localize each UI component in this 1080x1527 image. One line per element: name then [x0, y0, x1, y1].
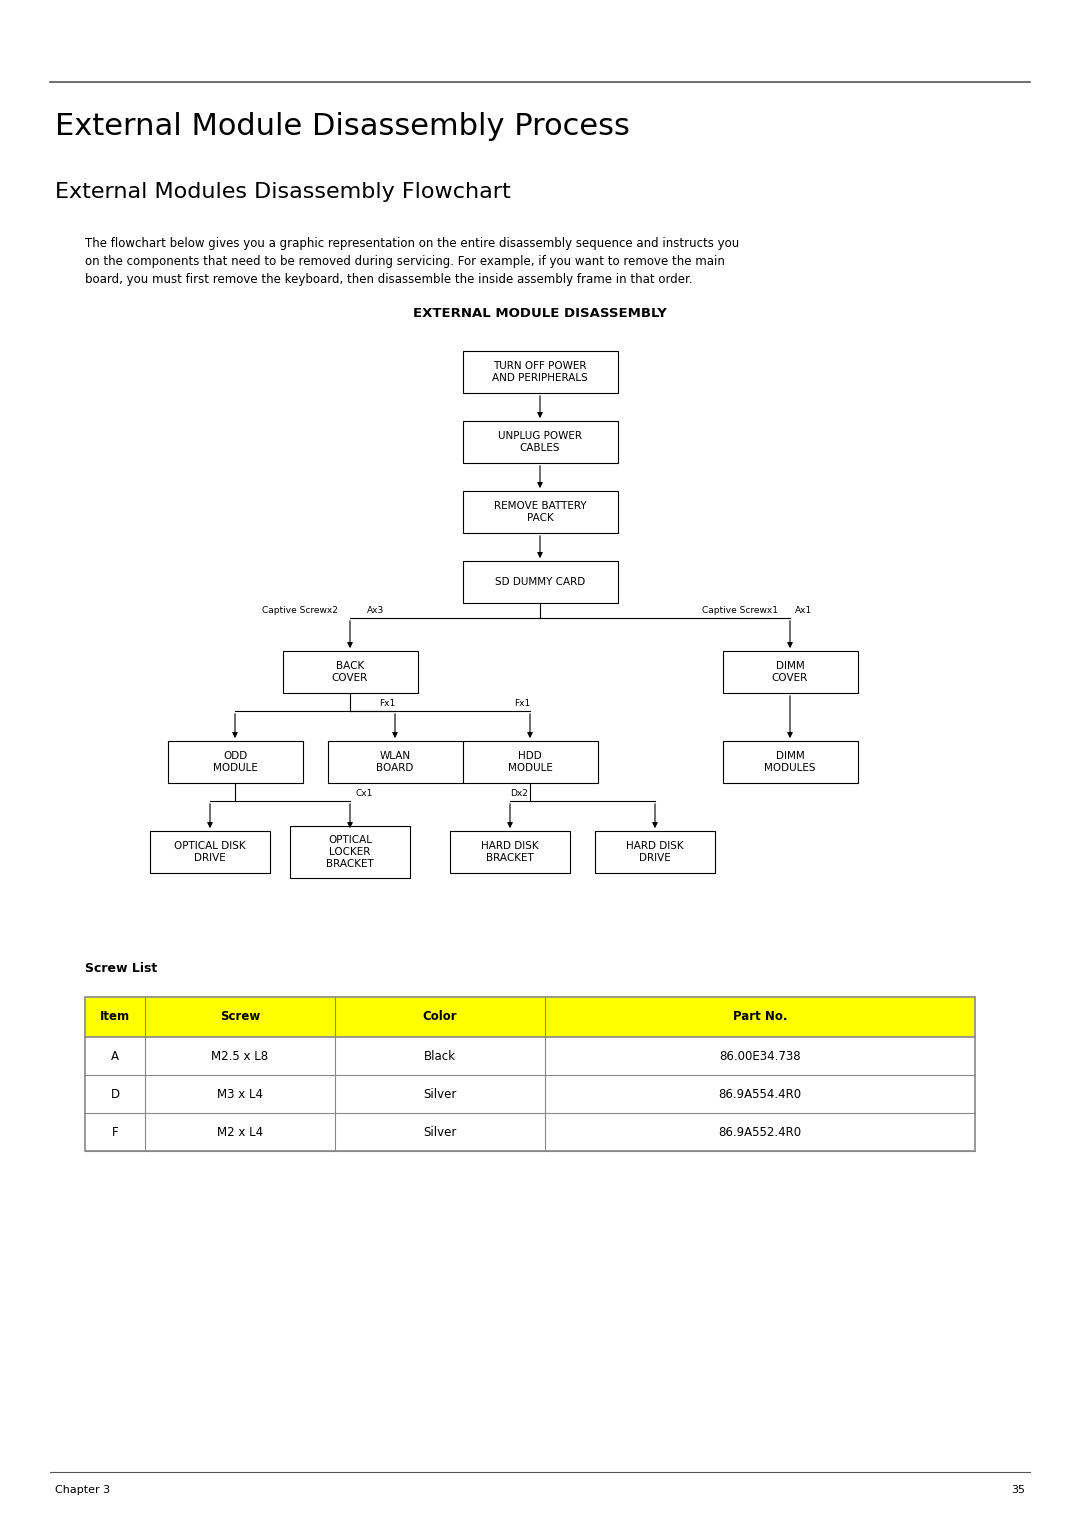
Text: Silver: Silver [423, 1087, 457, 1101]
Text: Captive Screwx1: Captive Screwx1 [702, 606, 778, 615]
Text: WLAN
BOARD: WLAN BOARD [376, 751, 414, 773]
FancyBboxPatch shape [595, 831, 715, 873]
Text: External Module Disassembly Process: External Module Disassembly Process [55, 111, 630, 140]
FancyBboxPatch shape [450, 831, 570, 873]
Text: Silver: Silver [423, 1125, 457, 1139]
Text: Item: Item [100, 1011, 130, 1023]
Text: BACK
COVER: BACK COVER [332, 661, 368, 683]
Text: Black: Black [424, 1049, 456, 1063]
Text: DIMM
COVER: DIMM COVER [772, 661, 808, 683]
Text: Chapter 3: Chapter 3 [55, 1484, 110, 1495]
Text: F: F [111, 1125, 119, 1139]
Bar [85, 1075, 975, 1113]
Text: Ax3: Ax3 [367, 606, 384, 615]
Text: 35: 35 [1011, 1484, 1025, 1495]
Text: REMOVE BATTERY
PACK: REMOVE BATTERY PACK [494, 501, 586, 522]
Text: OPTICAL DISK
DRIVE: OPTICAL DISK DRIVE [174, 841, 246, 863]
Text: HARD DISK
DRIVE: HARD DISK DRIVE [626, 841, 684, 863]
Text: ODD
MODULE: ODD MODULE [213, 751, 257, 773]
FancyBboxPatch shape [462, 351, 618, 392]
Text: Dx2: Dx2 [510, 789, 528, 799]
FancyBboxPatch shape [462, 421, 618, 463]
Text: SD DUMMY CARD: SD DUMMY CARD [495, 577, 585, 586]
Text: External Modules Disassembly Flowchart: External Modules Disassembly Flowchart [55, 182, 511, 202]
Text: M3 x L4: M3 x L4 [217, 1087, 264, 1101]
Bar [85, 1037, 975, 1075]
Text: OPTICAL
LOCKER
BRACKET: OPTICAL LOCKER BRACKET [326, 835, 374, 869]
Text: 86.00E34.738: 86.00E34.738 [719, 1049, 800, 1063]
Text: Color: Color [422, 1011, 457, 1023]
Text: UNPLUG POWER
CABLES: UNPLUG POWER CABLES [498, 431, 582, 454]
Text: 86.9A552.4R0: 86.9A552.4R0 [718, 1125, 801, 1139]
Text: EXTERNAL MODULE DISASSEMBLY: EXTERNAL MODULE DISASSEMBLY [413, 307, 667, 321]
FancyBboxPatch shape [462, 492, 618, 533]
FancyBboxPatch shape [462, 560, 618, 603]
Text: Screw: Screw [220, 1011, 260, 1023]
FancyBboxPatch shape [327, 741, 462, 783]
Text: Screw List: Screw List [85, 962, 158, 976]
FancyBboxPatch shape [150, 831, 270, 873]
Text: Fx1: Fx1 [514, 699, 530, 709]
FancyBboxPatch shape [291, 826, 410, 878]
Bar [85, 997, 975, 1151]
Text: Fx1: Fx1 [379, 699, 395, 709]
Text: D: D [110, 1087, 120, 1101]
Text: HARD DISK
BRACKET: HARD DISK BRACKET [482, 841, 539, 863]
Text: Ax1: Ax1 [795, 606, 812, 615]
Text: A: A [111, 1049, 119, 1063]
Text: M2 x L4: M2 x L4 [217, 1125, 264, 1139]
Text: TURN OFF POWER
AND PERIPHERALS: TURN OFF POWER AND PERIPHERALS [492, 362, 588, 383]
Text: Part No.: Part No. [732, 1011, 787, 1023]
FancyBboxPatch shape [723, 651, 858, 693]
Text: DIMM
MODULES: DIMM MODULES [765, 751, 815, 773]
Text: 86.9A554.4R0: 86.9A554.4R0 [718, 1087, 801, 1101]
Text: Captive Screwx2: Captive Screwx2 [262, 606, 338, 615]
Text: Cx1: Cx1 [355, 789, 373, 799]
Bar [85, 1113, 975, 1151]
FancyBboxPatch shape [462, 741, 597, 783]
Text: M2.5 x L8: M2.5 x L8 [212, 1049, 269, 1063]
FancyBboxPatch shape [723, 741, 858, 783]
FancyBboxPatch shape [283, 651, 418, 693]
Text: HDD
MODULE: HDD MODULE [508, 751, 553, 773]
Bar [85, 997, 975, 1037]
FancyBboxPatch shape [167, 741, 302, 783]
Text: The flowchart below gives you a graphic representation on the entire disassembly: The flowchart below gives you a graphic … [85, 237, 739, 286]
